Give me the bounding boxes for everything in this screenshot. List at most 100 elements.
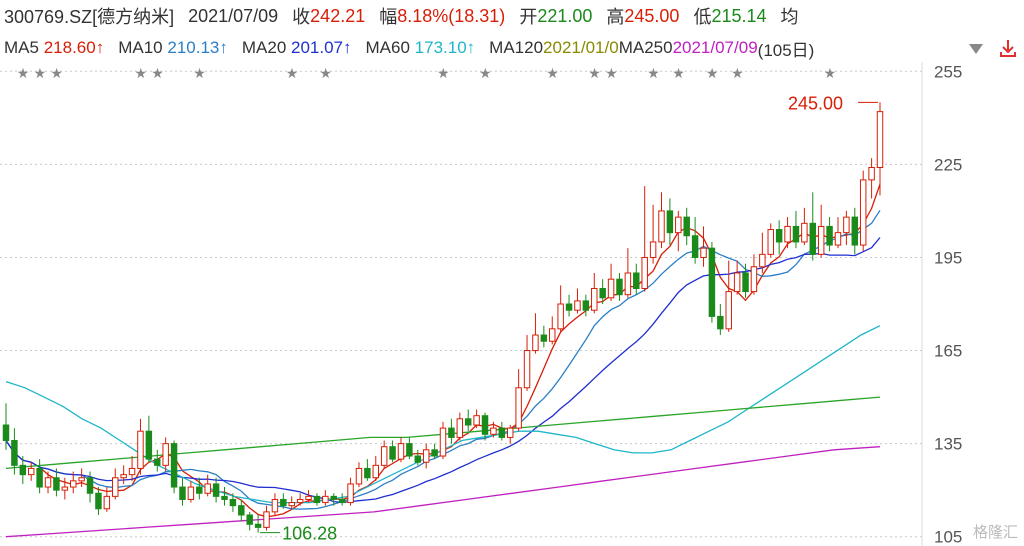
candle-body	[364, 467, 371, 479]
candle-body	[582, 300, 590, 311]
candle-body	[229, 498, 237, 507]
candle-body	[658, 210, 665, 243]
watermark-logo: 格隆汇	[972, 524, 1018, 541]
low-label: 低	[693, 7, 712, 27]
ma20-label: MA20	[241, 38, 287, 57]
ma10-value: 210.13↑	[167, 38, 228, 57]
candle-body	[464, 418, 472, 426]
candle-body	[473, 415, 480, 426]
star-icon: ★	[34, 65, 47, 81]
ma5-value: 218.60↑	[43, 38, 105, 57]
candles	[2, 102, 884, 533]
candle-body	[607, 278, 615, 299]
candle-body	[254, 523, 262, 528]
candle-body	[238, 505, 245, 516]
candle-body	[170, 443, 178, 488]
high-low-markers: 245.00 106.28	[260, 93, 878, 544]
candle-body	[86, 477, 94, 494]
candle-body	[565, 303, 573, 311]
candle-body	[330, 495, 337, 500]
candle-body	[296, 498, 304, 504]
candle-body	[859, 179, 867, 246]
candle-body	[591, 287, 598, 311]
candle-body	[204, 483, 211, 494]
candle-body	[338, 498, 346, 504]
candle-body	[154, 458, 161, 466]
candle-body	[196, 486, 203, 494]
star-icon: ★	[134, 65, 147, 81]
candle-body	[624, 272, 632, 296]
candle-body	[767, 229, 774, 255]
candle-body	[95, 492, 102, 510]
star-icon: ★	[151, 65, 164, 81]
candle-body	[733, 272, 741, 293]
candle-body	[2, 424, 10, 442]
candle-body	[675, 216, 682, 234]
ma250-value: 2021/07/09	[672, 38, 758, 57]
star-icon: ★	[17, 65, 30, 81]
candle-body	[557, 303, 564, 330]
candle-body	[448, 427, 455, 438]
change-label: 幅	[379, 7, 398, 27]
change-value: 8.18%(18.31)	[397, 5, 506, 26]
star-icon: ★	[286, 65, 299, 81]
candle-body	[708, 247, 716, 317]
candle-body	[44, 477, 52, 488]
candle-body	[599, 287, 606, 299]
download-icon[interactable]	[998, 38, 1018, 58]
candle-body	[717, 315, 724, 330]
candle-body	[843, 216, 850, 234]
candle-body	[36, 467, 43, 488]
star-icon: ★	[479, 65, 492, 81]
candle-body	[120, 474, 127, 479]
candle-body	[406, 443, 413, 457]
candle-body	[750, 266, 758, 293]
y-tick-label: 105	[934, 528, 962, 546]
triangle-down-icon[interactable]	[968, 42, 984, 56]
y-tick-label: 135	[934, 435, 962, 454]
ma60-label: MA60	[365, 38, 410, 57]
candle-body	[145, 430, 153, 460]
star-icon: ★	[50, 65, 63, 81]
candle-body	[112, 477, 119, 497]
candle-body	[322, 495, 329, 504]
candle-body	[649, 241, 657, 258]
ma-line-ma20	[5, 237, 881, 504]
star-icon: ★	[319, 65, 332, 81]
candle-body	[19, 464, 27, 476]
candle-body	[784, 225, 791, 243]
range-label: (105日)	[757, 40, 815, 60]
low-value: 215.14	[711, 5, 767, 26]
ma10-label: MA10	[118, 38, 163, 57]
y-axis: 255 225 195 165 135 105	[934, 62, 962, 546]
ma120-value: 2021/01/0	[543, 38, 619, 57]
y-tick-label: 255	[934, 62, 962, 81]
candle-body	[540, 334, 548, 342]
grid-lines	[0, 62, 923, 546]
candle-body	[280, 498, 287, 507]
moving-average-lines	[5, 183, 881, 538]
close-label: 收	[292, 7, 311, 27]
candle-body	[691, 235, 699, 258]
candle-body	[549, 328, 556, 342]
candle-body	[792, 225, 800, 243]
stock-code-name: 300769.SZ[德方纳米]	[4, 7, 175, 27]
candle-body	[851, 216, 859, 246]
candle-body	[137, 430, 144, 469]
candle-body	[633, 272, 640, 289]
candle-body	[742, 272, 749, 293]
star-icon: ★	[706, 65, 719, 81]
quote-header: 300769.SZ[德方纳米] 2021/07/09 收 242.21 幅 8.…	[4, 2, 1024, 30]
star-icon: ★	[672, 65, 685, 81]
ma5-label: MA5	[4, 38, 39, 57]
star-icon: ★	[647, 65, 660, 81]
candle-body	[221, 495, 228, 500]
candle-body	[397, 443, 405, 460]
candle-body	[725, 291, 732, 330]
candle-body	[103, 495, 111, 510]
open-label: 开	[519, 7, 538, 27]
avg-label: 均	[780, 7, 799, 27]
star-icon: ★	[588, 65, 601, 81]
candle-body	[641, 256, 648, 289]
ma250-label: MA250	[618, 38, 673, 57]
